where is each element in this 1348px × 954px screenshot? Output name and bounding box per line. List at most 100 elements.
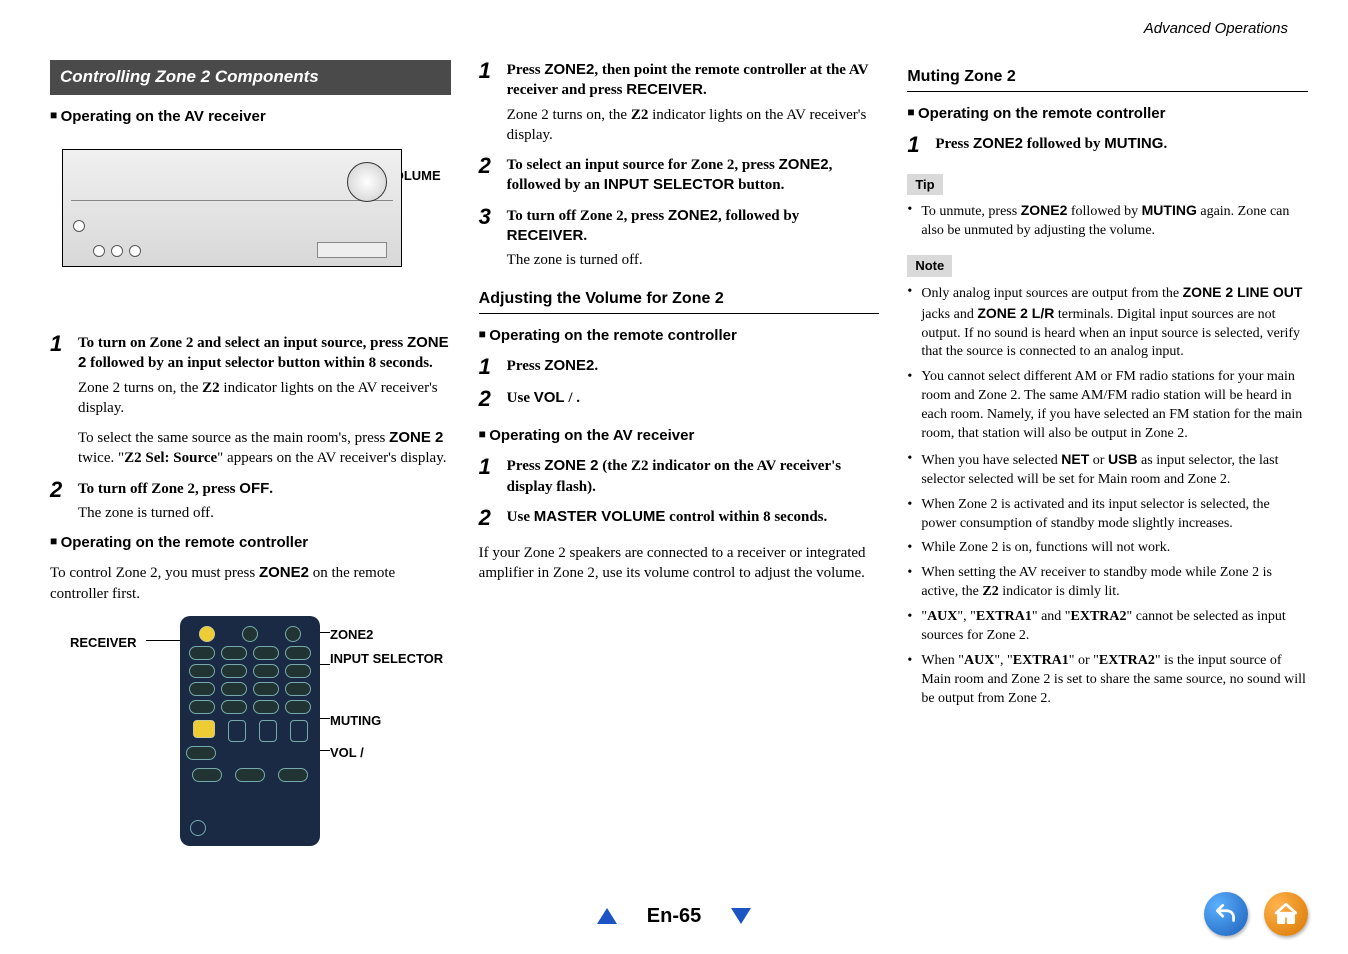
t: followed by an input selector button wit… <box>86 355 432 371</box>
section-adjusting-volume: Adjusting the Volume for Zone 2 <box>479 288 880 314</box>
step-text: To turn off Zone 2, press ZONE2, followe… <box>507 208 800 244</box>
t: To select the same source as the main ro… <box>78 430 389 446</box>
t: ZONE2 <box>544 357 594 374</box>
page-down-icon[interactable] <box>731 908 751 924</box>
home-icon <box>1273 901 1299 927</box>
t: . <box>1163 136 1167 152</box>
page-columns: Controlling Zone 2 Components Operating … <box>50 60 1308 856</box>
t: Z2 Sel: Source <box>124 450 217 466</box>
t: ZONE2 <box>779 156 829 173</box>
t: RECEIVER <box>626 81 703 98</box>
t: To turn off Zone 2, press <box>78 481 239 497</box>
remote-label-input-selector: INPUT SELECTOR <box>330 652 443 666</box>
t: Use <box>507 390 534 406</box>
home-button[interactable] <box>1264 892 1308 936</box>
note-item: Only analog input sources are output fro… <box>907 283 1308 363</box>
adj-remote-step-1: 1 Press ZONE2. <box>479 356 880 378</box>
step-text: Press ZONE2. <box>507 358 598 374</box>
step-number: 1 <box>50 333 78 469</box>
t: To turn on Zone 2 and select an input so… <box>78 335 407 351</box>
step-number: 2 <box>479 155 507 196</box>
bar-heading: Controlling Zone 2 Components <box>50 60 451 95</box>
remote-label-vol: VOL / <box>330 744 364 762</box>
remote-step-2: 2 To select an input source for Zone 2, … <box>479 155 880 196</box>
step-text: To select an input source for Zone 2, pr… <box>507 157 833 193</box>
note-item: When "AUX", "EXTRA1" or "EXTRA2" is the … <box>907 652 1308 709</box>
t: VOL <box>534 389 565 406</box>
t: / . <box>565 390 580 406</box>
vol-note: If your Zone 2 speakers are connected to… <box>479 543 880 584</box>
step-number: 1 <box>479 60 507 145</box>
remote-label-receiver: RECEIVER <box>70 634 136 652</box>
t: MUTING <box>1142 202 1197 218</box>
subheading-remote: Operating on the remote controller <box>50 533 451 553</box>
column-2: 1 Press ZONE2, then point the remote con… <box>479 60 880 856</box>
step-number: 2 <box>479 388 507 410</box>
t: Press <box>935 136 973 152</box>
t: control within 8 seconds. <box>665 509 827 525</box>
t: To turn off Zone 2, press <box>507 208 668 224</box>
t: RECEIVER <box>507 227 584 244</box>
step-text: Press ZONE2, then point the remote contr… <box>507 62 869 98</box>
figure-receiver: Input selector buttons ZONE 2 OFF MASTER… <box>50 149 451 319</box>
back-icon <box>1213 901 1239 927</box>
t: ZONE 2 <box>544 457 598 474</box>
step-desc: The zone is turned off. <box>507 250 880 270</box>
note-item: "AUX", "EXTRA1" and "EXTRA2" cannot be s… <box>907 608 1308 646</box>
page-up-icon[interactable] <box>597 908 617 924</box>
t: twice. " <box>78 450 124 466</box>
t: Press <box>507 62 545 78</box>
step-number: 1 <box>479 356 507 378</box>
av-step-1: 1 To turn on Zone 2 and select an input … <box>50 333 451 469</box>
t: . <box>594 358 598 374</box>
t: OFF <box>239 480 269 497</box>
step-number: 1 <box>907 134 935 156</box>
note-item: When you have selected NET or USB as inp… <box>907 450 1308 490</box>
figure-remote: RECEIVER ZONE2 INPUT SELECTOR MUTING VOL… <box>50 616 451 856</box>
t: MUTING <box>1104 135 1163 152</box>
av-step-2: 2 To turn off Zone 2, press OFF. The zon… <box>50 479 451 524</box>
t: Zone 2 turns on, the <box>507 107 631 123</box>
step-number: 1 <box>479 456 507 497</box>
subheading-remote-2: Operating on the remote controller <box>479 326 880 346</box>
remote-step-3: 3 To turn off Zone 2, press ZONE2, follo… <box>479 206 880 271</box>
adj-av-step-2: 2 Use MASTER VOLUME control within 8 sec… <box>479 507 880 529</box>
column-1: Controlling Zone 2 Components Operating … <box>50 60 451 856</box>
t: . <box>583 228 587 244</box>
note-item: When Zone 2 is activated and its input s… <box>907 496 1308 534</box>
remote-illustration <box>180 616 320 846</box>
note-item: You cannot select different AM or FM rad… <box>907 368 1308 444</box>
t: . <box>269 481 273 497</box>
t: followed by <box>1067 204 1141 219</box>
subheading-av-receiver: Operating on the AV receiver <box>50 107 451 127</box>
t: followed by <box>1023 136 1104 152</box>
note-label: Note <box>907 255 952 277</box>
t: To unmute, press <box>921 204 1020 219</box>
note-item: When setting the AV receiver to standby … <box>907 564 1308 602</box>
t: Press <box>507 458 545 474</box>
t: Z2 <box>631 107 649 123</box>
t: ZONE2 <box>1021 202 1068 218</box>
receiver-illustration <box>62 149 402 267</box>
tip-item: To unmute, press ZONE2 followed by MUTIN… <box>907 201 1308 241</box>
subheading-remote-3: Operating on the remote controller <box>907 104 1308 124</box>
step-text: Use MASTER VOLUME control within 8 secon… <box>507 509 828 525</box>
step-number: 2 <box>50 479 78 524</box>
adj-remote-step-2: 2 Use VOL / . <box>479 388 880 410</box>
t: Zone 2 turns on, the <box>78 380 202 396</box>
t: ZONE2 <box>259 564 309 581</box>
column-3: Muting Zone 2 Operating on the remote co… <box>907 60 1308 856</box>
tip-label: Tip <box>907 174 942 196</box>
step-desc-2: To select the same source as the main ro… <box>78 428 451 469</box>
t: ZONE2 <box>973 135 1023 152</box>
t: To select an input source for Zone 2, pr… <box>507 157 779 173</box>
back-button[interactable] <box>1204 892 1248 936</box>
note-item: While Zone 2 is on, functions will not w… <box>907 539 1308 558</box>
tip-list: To unmute, press ZONE2 followed by MUTIN… <box>907 201 1308 241</box>
t: ZONE 2 <box>389 429 443 446</box>
t: button. <box>734 177 784 193</box>
step-text: Press ZONE 2 (the Z2 indicator on the AV… <box>507 458 841 494</box>
remote-label-muting: MUTING <box>330 712 381 730</box>
t: MASTER VOLUME <box>534 508 666 525</box>
t: Use <box>507 509 534 525</box>
